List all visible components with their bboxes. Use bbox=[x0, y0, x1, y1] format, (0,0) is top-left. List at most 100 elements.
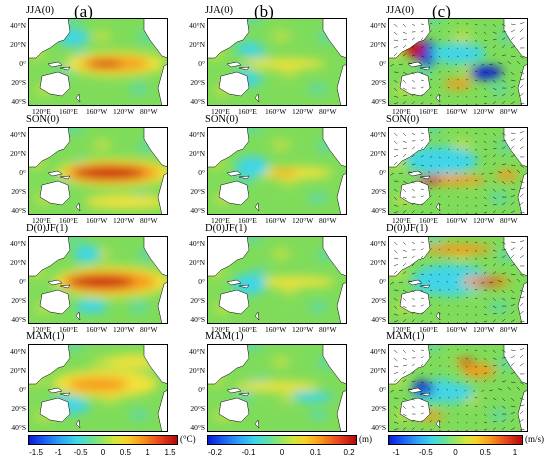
wind-arrow bbox=[492, 271, 497, 275]
lat-label: 0° bbox=[198, 385, 205, 394]
lon-label: 120°W bbox=[292, 216, 314, 225]
wind-arrow bbox=[456, 78, 459, 81]
wind-arrow bbox=[474, 257, 478, 260]
lat-label: 20°S bbox=[11, 78, 26, 87]
lat-label: 0° bbox=[379, 59, 386, 68]
wind-arrow bbox=[519, 321, 525, 323]
wind-arrow bbox=[456, 156, 459, 159]
panel-title: D(0)JF(1) bbox=[386, 223, 428, 234]
wind-arrow bbox=[420, 264, 424, 267]
land-mass bbox=[47, 279, 63, 286]
wind-arrow bbox=[429, 203, 432, 206]
map-frame bbox=[28, 236, 168, 324]
lon-label: 160°W bbox=[446, 107, 468, 116]
wind-arrow bbox=[420, 372, 424, 375]
wind-arrow bbox=[402, 23, 407, 28]
wind-arrow bbox=[438, 429, 441, 431]
colorbar-tick: 0.2 bbox=[343, 448, 355, 457]
wind-arrow bbox=[393, 87, 398, 92]
land-mass bbox=[207, 344, 250, 385]
anomaly-blob bbox=[129, 83, 149, 95]
anomaly-blob bbox=[88, 60, 122, 68]
wind-arrow bbox=[492, 95, 497, 97]
anomaly-blob bbox=[411, 380, 435, 396]
anomaly-blob bbox=[129, 409, 149, 421]
lat-label: 20°S bbox=[371, 187, 386, 196]
land-mass bbox=[75, 311, 81, 321]
wind-arrow bbox=[393, 45, 399, 49]
column-label: (a) bbox=[74, 2, 93, 21]
wind-arrow bbox=[501, 419, 506, 423]
wind-arrow bbox=[393, 132, 398, 137]
wind-arrow bbox=[447, 373, 450, 376]
wind-arrow bbox=[465, 204, 468, 207]
wind-arrow bbox=[438, 55, 441, 58]
wind-arrow bbox=[447, 87, 450, 89]
wind-arrow bbox=[402, 263, 407, 267]
panel-title: JJA(0) bbox=[26, 5, 54, 16]
wind-arrow bbox=[465, 47, 468, 50]
lat-label: 20°N bbox=[370, 366, 386, 375]
wind-vectors bbox=[390, 240, 525, 324]
wind-arrow bbox=[501, 405, 506, 409]
wind-arrow bbox=[473, 172, 476, 175]
wind-arrow bbox=[438, 47, 441, 50]
wind-arrow bbox=[390, 389, 395, 393]
wind-arrow bbox=[474, 380, 478, 383]
land-mass bbox=[399, 397, 431, 423]
wind-arrow bbox=[507, 169, 512, 174]
wind-arrow bbox=[492, 313, 497, 315]
wind-arrow bbox=[447, 305, 450, 307]
land-mass bbox=[254, 93, 260, 103]
wind-arrow bbox=[411, 101, 415, 105]
wind-arrow bbox=[501, 397, 506, 402]
wind-arrow bbox=[429, 348, 433, 351]
wind-arrow bbox=[447, 22, 450, 25]
wind-arrow bbox=[465, 288, 468, 291]
wind-arrow bbox=[510, 101, 515, 105]
column-label: (c) bbox=[432, 2, 451, 21]
map-panel bbox=[388, 18, 528, 106]
wind-arrow bbox=[519, 103, 525, 105]
wind-arrow bbox=[474, 70, 478, 73]
wind-arrow bbox=[474, 148, 478, 151]
land-mass bbox=[143, 127, 168, 168]
wind-arrow bbox=[402, 53, 407, 57]
anomaly-blob bbox=[72, 166, 146, 179]
map-panel bbox=[207, 18, 347, 106]
wind-arrow bbox=[492, 397, 497, 401]
land-mass bbox=[254, 311, 260, 321]
wind-arrow bbox=[519, 187, 525, 190]
wind-arrow bbox=[402, 196, 407, 200]
wind-arrow bbox=[492, 289, 497, 293]
wind-arrow bbox=[474, 39, 478, 42]
wind-arrow bbox=[402, 379, 407, 383]
wind-arrow bbox=[420, 55, 424, 57]
colorbar-tick: -1 bbox=[392, 448, 400, 457]
lat-label: 40°S bbox=[11, 97, 26, 106]
wind-arrow bbox=[411, 363, 415, 367]
anomaly-blob bbox=[469, 65, 503, 80]
wind-arrow bbox=[501, 318, 506, 323]
wind-arrow bbox=[501, 163, 507, 166]
wind-arrow bbox=[438, 304, 441, 307]
lat-label: 0° bbox=[19, 385, 26, 394]
wind-arrow bbox=[483, 320, 487, 323]
wind-arrow bbox=[411, 45, 415, 49]
wind-arrow bbox=[428, 388, 431, 391]
land-mass bbox=[419, 284, 431, 289]
lon-label: 120°W bbox=[473, 107, 495, 116]
wind-arrow bbox=[420, 419, 424, 423]
wind-arrow bbox=[474, 297, 478, 299]
wind-arrow bbox=[519, 397, 525, 400]
wind-arrow bbox=[456, 421, 459, 424]
wind-arrow bbox=[473, 389, 476, 392]
wind-arrow bbox=[481, 63, 485, 66]
wind-arrow bbox=[447, 70, 450, 73]
map-frame bbox=[207, 127, 347, 215]
wind-arrow bbox=[447, 164, 450, 167]
wind-arrow bbox=[402, 319, 407, 323]
wind-arrow bbox=[455, 281, 458, 283]
lat-label: 20°N bbox=[370, 40, 386, 49]
wind-arrow bbox=[420, 180, 424, 184]
